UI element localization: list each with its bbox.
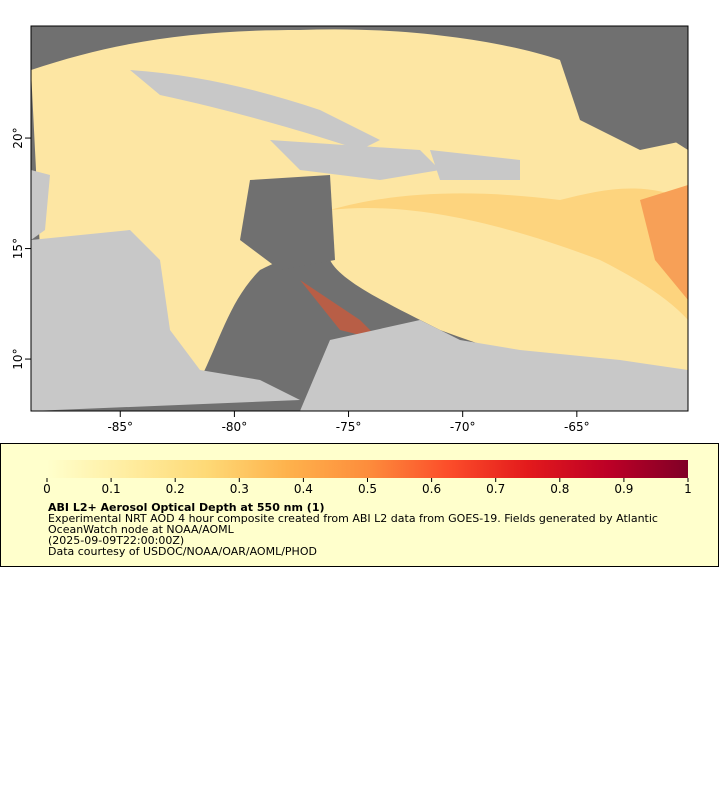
legend-time: (2025-09-09T22:00:00Z): [48, 534, 184, 547]
colorbar-tick-label: 0.6: [422, 482, 441, 496]
legend-title: ABI L2+ Aerosol Optical Depth at 550 nm …: [48, 501, 325, 514]
map-frame: [30, 25, 689, 412]
y-tick-label: 15°: [11, 238, 25, 259]
colorbar-tick-label: 0.2: [166, 482, 185, 496]
x-tick-label: -80°: [222, 420, 248, 434]
colorbar-tick-label: 0.7: [486, 482, 505, 496]
colorbar-tick-label: 0.3: [230, 482, 249, 496]
colorbar-tick-label: 0.5: [358, 482, 377, 496]
colorbar-tick-label: 0.8: [550, 482, 569, 496]
colorbar-tick-label: 0.1: [102, 482, 121, 496]
colorbar-tick-label: 1: [684, 482, 692, 496]
x-tick-label: -75°: [336, 420, 362, 434]
legend-description: OceanWatch node at NOAA/AOML: [48, 523, 235, 536]
legend-description: Experimental NRT AOD 4 hour composite cr…: [48, 512, 658, 525]
colorbar-tick-label: 0: [43, 482, 51, 496]
map-image: [31, 26, 688, 411]
x-tick-label: -85°: [107, 420, 133, 434]
y-tick-label: 20°: [11, 127, 25, 148]
x-tick-label: -65°: [564, 420, 590, 434]
colorbar-tick-label: 0.4: [294, 482, 313, 496]
colorbar-tick-label: 0.9: [614, 482, 633, 496]
legend-credit: Data courtesy of USDOC/NOAA/OAR/AOML/PHO…: [48, 545, 317, 558]
colorbar: [47, 460, 688, 478]
y-tick-label: 10°: [11, 348, 25, 369]
x-tick-label: -70°: [450, 420, 476, 434]
